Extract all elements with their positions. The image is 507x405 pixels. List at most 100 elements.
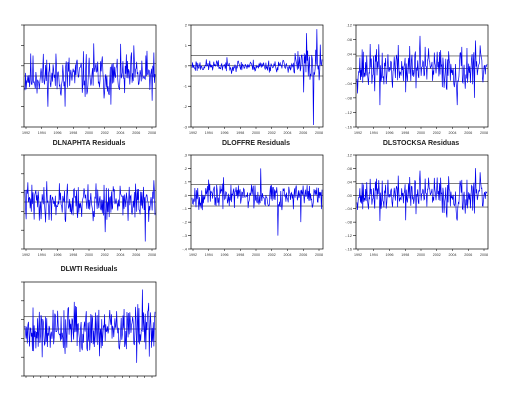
y-tick-label: -.08 bbox=[345, 220, 353, 225]
x-tick-label: 1996 bbox=[221, 131, 229, 135]
y-tick-label: -.04 bbox=[345, 81, 353, 86]
panel-dlwti bbox=[18, 278, 160, 388]
x-tick-label: 2002 bbox=[433, 253, 441, 257]
x-tick-label: 1998 bbox=[69, 253, 77, 257]
panel-dloffre: 2 1 0 -1 -2 -3 1992 1994 1996 1998 2000 2002 2004 200… bbox=[183, 21, 327, 139]
y-tick-label: .12 bbox=[346, 153, 352, 158]
x-tick-label: 2002 bbox=[101, 253, 109, 257]
residual-series-line bbox=[191, 29, 323, 125]
residual-series-line bbox=[356, 168, 488, 222]
y-tick-label: -.3 bbox=[182, 233, 187, 238]
y-tick-label: -2 bbox=[183, 104, 187, 109]
x-tick-label: 1994 bbox=[38, 253, 46, 257]
x-tick-label: 1994 bbox=[205, 131, 213, 135]
residual-series-line bbox=[356, 35, 488, 106]
panel-row2-middle: .3 .2 .1 .0 -.1 -.2 -.3 -.4 1992 1994 1996 1998 2000… bbox=[182, 151, 327, 261]
x-tick-label: 2002 bbox=[268, 131, 276, 135]
x-tick-label: 1992 bbox=[354, 131, 362, 135]
x-tick-label: 2008 bbox=[148, 131, 156, 135]
x-tick-label: 1992 bbox=[189, 131, 197, 135]
x-tick-label: 2006 bbox=[464, 131, 472, 135]
y-tick-label: -3 bbox=[183, 125, 187, 130]
y-tick-label: .2 bbox=[184, 166, 188, 171]
x-tick-label: 2008 bbox=[480, 253, 488, 257]
y-tick-label: -.04 bbox=[345, 206, 353, 211]
x-tick-label: 2008 bbox=[315, 253, 323, 257]
x-tick-label: 2006 bbox=[464, 253, 472, 257]
title-dlstocksa: DLSTOCKSA Residuas bbox=[382, 140, 460, 147]
panel-row2-left: 1992 1994 1996 1998 2000 2002 2004 2006 2008 bbox=[18, 151, 160, 261]
x-tick-label: 1992 bbox=[189, 253, 197, 257]
x-tick-label: 2004 bbox=[117, 253, 125, 257]
y-tick-label: -.4 bbox=[182, 247, 187, 252]
y-tick-label: .1 bbox=[184, 179, 188, 184]
x-tick-label: 1998 bbox=[69, 131, 77, 135]
y-tick-label: 2 bbox=[185, 23, 188, 28]
plot-frame bbox=[355, 154, 489, 250]
x-tick-label: 1998 bbox=[401, 131, 409, 135]
panel-dlnaphta: 1992 1994 1996 1998 2000 2002 2004 2006 2008 bbox=[18, 21, 160, 139]
x-tick-label: 1996 bbox=[386, 131, 394, 135]
x-tick-label: 1992 bbox=[22, 131, 30, 135]
chart-dlnaphta: 1992 1994 1996 1998 2000 2002 2004 2006 2008 bbox=[21, 24, 157, 135]
title-dlnaphta: DLNAPHTA Residuals bbox=[52, 140, 126, 147]
y-tick-label: .3 bbox=[184, 153, 188, 158]
x-tick-label: 2002 bbox=[101, 131, 109, 135]
y-tick-label: .08 bbox=[346, 37, 352, 42]
y-tick-label: -.1 bbox=[182, 206, 187, 211]
x-tick-label: 2006 bbox=[299, 253, 307, 257]
residual-series-line bbox=[191, 168, 323, 236]
y-tick-label: .04 bbox=[346, 52, 352, 57]
x-tick-label: 1996 bbox=[221, 253, 229, 257]
x-tick-label: 1998 bbox=[401, 253, 409, 257]
title-dlwti: DLWTI Residuals bbox=[60, 266, 118, 273]
x-tick-label: 2000 bbox=[417, 253, 425, 257]
residual-series-line bbox=[24, 43, 156, 107]
x-tick-label: 2004 bbox=[284, 131, 292, 135]
x-tick-label: 1998 bbox=[236, 253, 244, 257]
x-tick-label: 2006 bbox=[132, 253, 140, 257]
y-tick-label: -.16 bbox=[345, 247, 353, 252]
title-dloffre: DLOFFRE Residuals bbox=[221, 140, 291, 147]
y-tick-label: .08 bbox=[346, 166, 352, 171]
x-tick-label: 1994 bbox=[370, 253, 378, 257]
y-tick-label: .12 bbox=[346, 23, 352, 28]
x-tick-label: 2000 bbox=[85, 131, 93, 135]
x-tick-label: 2000 bbox=[252, 253, 260, 257]
panel-dlstocksa: .12 .08 .04 .00 -.04 -.08 -.12 -.16 1992 1994 1996… bbox=[345, 21, 492, 139]
x-tick-label: 1996 bbox=[54, 131, 62, 135]
chart-dlwti bbox=[21, 281, 157, 378]
x-tick-label: 2008 bbox=[315, 131, 323, 135]
y-tick-label: -.2 bbox=[182, 220, 187, 225]
y-tick-label: 1 bbox=[185, 43, 188, 48]
x-tick-label: 2006 bbox=[299, 131, 307, 135]
x-tick-label: 2006 bbox=[132, 131, 140, 135]
y-tick-label: -.12 bbox=[345, 110, 353, 115]
plot-frame bbox=[190, 154, 324, 250]
y-tick-label: -1 bbox=[183, 84, 187, 89]
y-tick-label: -.08 bbox=[345, 95, 353, 100]
y-tick-label: .0 bbox=[184, 193, 188, 198]
chart-row2-left: 1992 1994 1996 1998 2000 2002 2004 2006 2008 bbox=[21, 154, 157, 257]
y-tick-label: -.16 bbox=[345, 125, 353, 130]
y-tick-label: .04 bbox=[346, 179, 352, 184]
x-tick-label: 2000 bbox=[417, 131, 425, 135]
x-tick-label: 1992 bbox=[354, 253, 362, 257]
y-tick-label: .00 bbox=[346, 193, 352, 198]
x-tick-label: 1994 bbox=[205, 253, 213, 257]
x-tick-label: 2008 bbox=[148, 253, 156, 257]
x-tick-label: 1994 bbox=[370, 131, 378, 135]
residual-series-line bbox=[24, 289, 156, 363]
x-tick-label: 2002 bbox=[268, 253, 276, 257]
panel-row2-right: .12 .08 .04 .00 -.04 -.08 -.12 -.16 1992 1994 1996… bbox=[345, 151, 492, 261]
y-tick-label: 0 bbox=[185, 63, 188, 68]
y-tick-label: -.12 bbox=[345, 233, 353, 238]
x-tick-label: 1992 bbox=[22, 253, 30, 257]
x-tick-label: 2008 bbox=[480, 131, 488, 135]
x-tick-label: 1998 bbox=[236, 131, 244, 135]
x-tick-label: 1996 bbox=[386, 253, 394, 257]
x-tick-label: 2002 bbox=[433, 131, 441, 135]
